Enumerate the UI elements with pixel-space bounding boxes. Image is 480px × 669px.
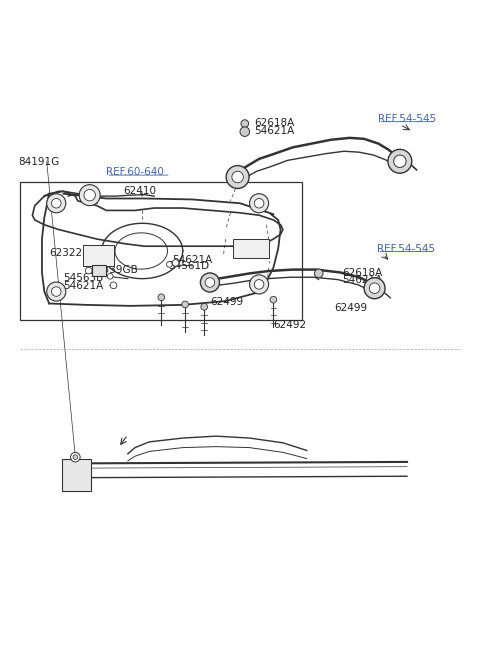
Circle shape — [250, 275, 269, 294]
Text: 62618A: 62618A — [254, 118, 295, 128]
Circle shape — [394, 155, 406, 167]
Circle shape — [182, 301, 189, 308]
Circle shape — [314, 269, 323, 278]
Circle shape — [172, 260, 179, 266]
Text: 54621A: 54621A — [343, 275, 383, 285]
Text: 54621A: 54621A — [172, 255, 213, 264]
Text: 62499: 62499 — [210, 297, 243, 307]
Text: REF.60-640: REF.60-640 — [107, 167, 164, 177]
Text: 62322: 62322 — [49, 248, 82, 258]
Text: 62492: 62492 — [274, 320, 307, 330]
Circle shape — [47, 194, 66, 213]
Circle shape — [240, 127, 250, 136]
Circle shape — [226, 165, 249, 189]
Text: 54563B: 54563B — [63, 273, 104, 283]
Circle shape — [79, 185, 100, 205]
Circle shape — [241, 120, 249, 127]
Bar — [233, 239, 269, 258]
Circle shape — [85, 267, 92, 274]
Circle shape — [167, 262, 172, 267]
Circle shape — [254, 199, 264, 208]
Circle shape — [250, 194, 269, 213]
Circle shape — [73, 455, 78, 460]
Circle shape — [108, 274, 113, 279]
Text: 1339GB: 1339GB — [97, 265, 139, 275]
Circle shape — [51, 199, 61, 208]
Circle shape — [84, 189, 96, 201]
Circle shape — [205, 278, 215, 287]
Text: 54621A: 54621A — [63, 281, 104, 291]
Circle shape — [388, 149, 412, 173]
Circle shape — [254, 280, 264, 289]
Circle shape — [158, 294, 165, 300]
Bar — [92, 266, 107, 276]
Circle shape — [47, 282, 66, 301]
Circle shape — [200, 273, 219, 292]
Circle shape — [369, 283, 380, 294]
Text: 62618A: 62618A — [343, 268, 383, 278]
Circle shape — [364, 278, 385, 298]
Circle shape — [201, 304, 207, 310]
Circle shape — [270, 296, 277, 303]
Text: 62410: 62410 — [123, 187, 156, 196]
Circle shape — [232, 171, 243, 183]
Circle shape — [110, 282, 117, 289]
FancyBboxPatch shape — [62, 459, 91, 490]
Text: 62499: 62499 — [335, 303, 368, 313]
Circle shape — [71, 452, 80, 462]
Text: REF.54-545: REF.54-545 — [378, 114, 436, 124]
Text: 54621A: 54621A — [254, 126, 295, 136]
Bar — [21, 182, 302, 320]
Text: REF.54-545: REF.54-545 — [377, 244, 435, 254]
Text: 84191G: 84191G — [18, 157, 60, 167]
Circle shape — [51, 287, 61, 296]
Bar — [83, 245, 114, 266]
Text: 54561D: 54561D — [168, 262, 210, 271]
